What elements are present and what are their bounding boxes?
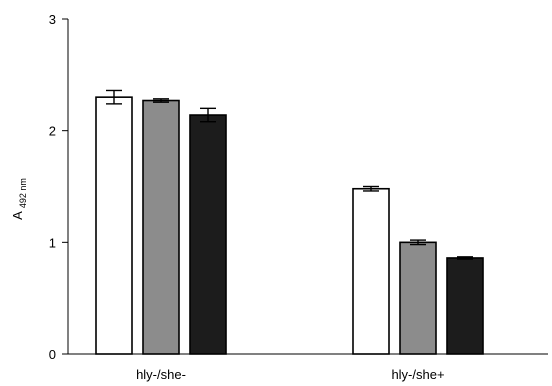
y-axis-label-subscript: 492 nm: [18, 178, 28, 208]
bar: [352, 187, 390, 355]
y-tick-label: 2: [49, 124, 56, 139]
y-tick-label: 3: [49, 12, 56, 27]
y-tick-label: 1: [49, 235, 56, 250]
x-category-label: hly-/she+: [391, 367, 444, 382]
y-axis-label-main: A: [10, 211, 25, 220]
x-category-label: hly-/she-: [136, 367, 186, 382]
error-bars: [106, 89, 473, 260]
bar: [142, 99, 180, 355]
x-labels: hly-/she-hly-/she+: [136, 367, 444, 382]
y-axis-label: A 492 nm: [10, 178, 28, 220]
y-ticks: 0 1 2 3: [49, 12, 68, 362]
bar: [399, 241, 437, 355]
bars: [95, 96, 484, 355]
x-axis: hly-/she-hly-/she+: [68, 353, 548, 382]
bar: [446, 257, 484, 355]
bar: [95, 96, 133, 355]
y-tick-label: 0: [49, 347, 56, 362]
y-axis: 0 1 2 3: [49, 12, 69, 362]
bar: [189, 114, 227, 355]
